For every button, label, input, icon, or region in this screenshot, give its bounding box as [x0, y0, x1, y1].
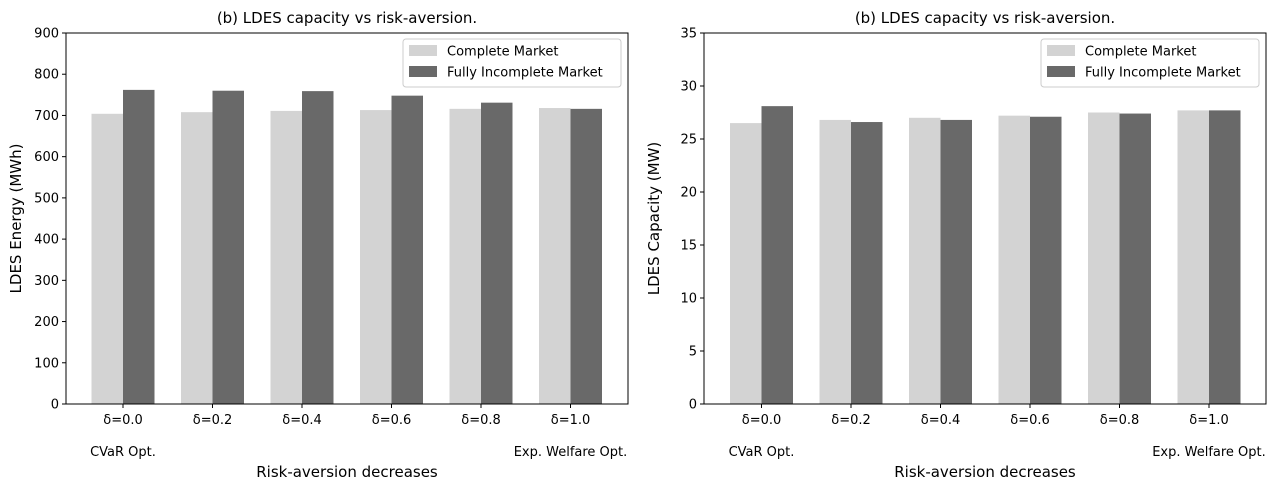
bar-complete-2: [270, 110, 302, 404]
y-tick-label: 500: [34, 191, 59, 206]
bar-complete-3: [998, 115, 1030, 405]
plot-frame: [703, 32, 1267, 405]
y-tick-label: 25: [680, 133, 697, 148]
x-axis-label: Risk-aversion decreases: [894, 463, 1076, 481]
legend-box: [402, 38, 622, 88]
bar-incomplete-4: [1119, 113, 1151, 404]
x-tick-label: δ=0.0: [103, 413, 143, 428]
y-tick-label: 30: [680, 80, 697, 95]
x-tick-label: δ=1.0: [1189, 413, 1229, 428]
legend-box: [1040, 38, 1260, 88]
x-tick-label: δ=0.2: [831, 413, 871, 428]
legend-swatch-complete: [1047, 45, 1075, 56]
bar-complete-2: [909, 117, 941, 405]
y-tick-label: 35: [680, 27, 697, 42]
bar-complete-4: [449, 108, 481, 405]
y-tick-label: 100: [34, 356, 59, 371]
y-axis-label: LDES Capacity (MW): [645, 142, 663, 295]
x-tick-label: δ=0.0: [742, 413, 782, 428]
bar-incomplete-0: [123, 89, 155, 405]
bar-incomplete-4: [481, 102, 513, 404]
y-tick-label: 200: [34, 315, 59, 330]
y-tick-label: 700: [34, 109, 59, 124]
chart-panel-2: (b) LDES capacity vs risk-aversion. 0 5 10 1…: [645, 9, 1267, 481]
x-tick-label: δ=0.8: [461, 413, 501, 428]
bar-incomplete-5: [1209, 110, 1241, 404]
annotation-right: Exp. Welfare Opt.: [1152, 445, 1266, 460]
y-tick-label: 800: [34, 68, 59, 83]
y-tick-label: 0: [689, 398, 697, 413]
y-tick-label: 0: [51, 398, 59, 413]
x-tick-label: δ=0.8: [1100, 413, 1140, 428]
bar-complete-1: [819, 119, 851, 405]
x-tick-label: δ=0.4: [282, 413, 322, 428]
bar-incomplete-3: [391, 95, 423, 404]
bar-incomplete-5: [570, 108, 602, 405]
x-tick-label: δ=1.0: [551, 413, 591, 428]
x-tick-label: δ=0.6: [1010, 413, 1050, 428]
bar-incomplete-1: [851, 122, 883, 404]
x-tick-label: δ=0.6: [372, 413, 412, 428]
legend-label-complete: Complete Market: [447, 45, 558, 60]
y-tick-label: 400: [34, 233, 59, 248]
y-tick-label: 300: [34, 274, 59, 289]
x-axis-label: Risk-aversion decreases: [256, 463, 438, 481]
x-tick-label: δ=0.2: [193, 413, 233, 428]
chart-panel-1: (b) LDES capacity vs risk-aversion. 0 100 2…: [7, 9, 629, 481]
legend-swatch-complete: [409, 45, 437, 56]
y-tick-label: 900: [34, 27, 59, 42]
bar-incomplete-2: [940, 119, 972, 405]
bar-incomplete-1: [212, 90, 244, 404]
legend-swatch-incomplete: [1047, 66, 1075, 77]
bar-complete-0: [730, 123, 762, 404]
bar-complete-5: [1177, 110, 1209, 404]
annotation-right: Exp. Welfare Opt.: [514, 445, 628, 460]
legend: Complete Market Fully Incomplete Market: [402, 38, 622, 88]
legend-label-incomplete: Fully Incomplete Market: [1085, 66, 1241, 81]
bar-complete-3: [360, 110, 392, 404]
bar-incomplete-3: [1030, 116, 1062, 405]
bar-complete-0: [91, 113, 123, 404]
legend-label-complete: Complete Market: [1085, 45, 1196, 60]
chart-title: (b) LDES capacity vs risk-aversion.: [855, 9, 1115, 27]
bar-incomplete-2: [302, 91, 334, 404]
y-tick-label: 600: [34, 150, 59, 165]
bar-complete-1: [181, 112, 213, 404]
y-tick-label: 5: [689, 345, 697, 360]
x-tick-label: δ=0.4: [921, 413, 961, 428]
annotation-left: CVaR Opt.: [729, 445, 795, 460]
plot-frame: [65, 32, 629, 405]
y-axis-label: LDES Energy (MWh): [7, 144, 25, 294]
chart-title: (b) LDES capacity vs risk-aversion.: [217, 9, 477, 27]
bar-complete-4: [1088, 112, 1120, 404]
annotation-left: CVaR Opt.: [90, 445, 156, 460]
y-tick-label: 10: [680, 292, 697, 307]
legend-swatch-incomplete: [409, 66, 437, 77]
y-tick-label: 15: [680, 239, 697, 254]
bar-complete-5: [539, 108, 571, 404]
y-tick-label: 20: [680, 186, 697, 201]
bar-incomplete-0: [761, 106, 793, 404]
legend: Complete Market Fully Incomplete Market: [1040, 38, 1260, 88]
legend-label-incomplete: Fully Incomplete Market: [447, 66, 603, 81]
